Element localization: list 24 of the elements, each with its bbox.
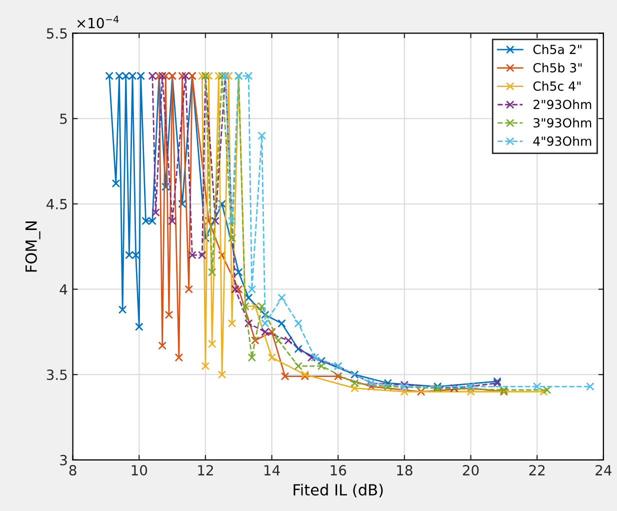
legend-label: Ch5a 2" (533, 44, 582, 54)
x-tick-label: 18 (397, 465, 412, 476)
text: ×10$^{−4}$ (77, 16, 119, 28)
x-tick-label: 24 (596, 465, 612, 476)
x-tick-label: 16 (330, 465, 346, 476)
y-axis-title: FOM_N (25, 222, 40, 272)
y-tick-label: 4.5 (46, 199, 67, 210)
y-tick-label: 5 (60, 114, 67, 124)
y-tick-label: 5.5 (46, 28, 67, 39)
y-tick-label: 3.5 (46, 370, 67, 380)
x-tick-label: 20 (462, 465, 479, 476)
y-tick-label: 3 (60, 454, 67, 466)
legend-label: Ch5c 4" (533, 81, 581, 91)
y-tick-label: 4 (60, 284, 68, 295)
x-tick-label: 8 (69, 465, 76, 476)
legend-label: Ch5b 3" (533, 62, 582, 72)
x-tick-label: 12 (198, 465, 213, 476)
legend-label: 2"93Ohm (534, 100, 592, 110)
legend-label: 3"93Ohm (534, 118, 592, 128)
legend-label: 4"93Ohm (533, 136, 592, 146)
x-axis-title: Fited IL (dB) (294, 484, 383, 498)
x-tick-label: 10 (132, 465, 148, 476)
x-tick-label: 14 (264, 465, 280, 476)
x-tick-label: 22 (529, 465, 545, 476)
